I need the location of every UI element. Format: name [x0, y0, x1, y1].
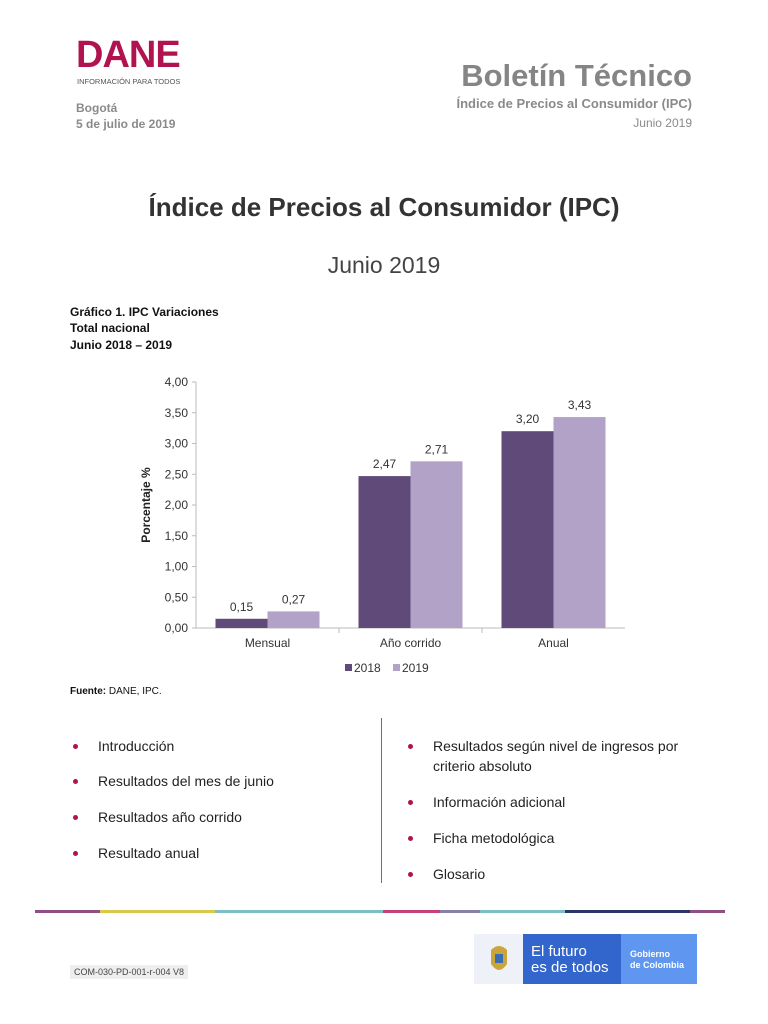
date: 5 de julio de 2019	[76, 117, 176, 131]
chart-caption-3: Junio 2018 – 2019	[70, 338, 173, 352]
bar-2019	[410, 461, 463, 628]
bar-2018	[215, 618, 268, 628]
document-code: COM-030-PD-001-r-004 V8	[70, 965, 189, 979]
gov-name-2: de Colombia	[630, 960, 685, 970]
toc-item[interactable]: Resultados del mes de junio	[73, 773, 274, 789]
data-label: 2,47	[373, 457, 397, 471]
bar-chart: 0,00 0,50 1,00 1,50 2,00 2,50 3,00 3,50 4,00 Mens…	[139, 375, 625, 675]
legend-swatch-2019	[393, 664, 400, 671]
y-tick-label: 3,50	[165, 406, 189, 420]
data-label: 3,43	[568, 398, 592, 412]
data-label: 0,15	[230, 600, 254, 614]
x-tick-label: Mensual	[245, 636, 290, 650]
logo-tagline: INFORMACIÓN PARA TODOS	[77, 77, 181, 86]
y-tick-label: 4,00	[165, 375, 189, 389]
toc-item[interactable]: Resultados año corrido	[73, 809, 242, 825]
gov-slogan-2: es de todos	[531, 959, 609, 976]
y-tick-label: 2,50	[165, 467, 189, 481]
toc-item[interactable]: Resultados según nivel de ingresos por c…	[408, 736, 723, 776]
data-label: 2,71	[425, 442, 449, 456]
y-tick-label: 0,00	[165, 621, 189, 635]
coat-of-arms-icon	[474, 934, 523, 984]
y-tick-label: 3,00	[165, 437, 189, 451]
gov-name-1: Gobierno	[630, 949, 670, 959]
source-note: Fuente: DANE, IPC.	[70, 686, 162, 697]
gobierno-logo: El futuro es de todos Gobierno de Colombia	[474, 934, 697, 984]
bulletin-period: Junio 2019	[633, 116, 692, 130]
city: Bogotá	[76, 101, 118, 115]
data-label: 3,20	[516, 412, 540, 426]
x-tick-label: Anual	[538, 636, 569, 650]
toc-item[interactable]: Resultado anual	[72, 845, 200, 861]
page-subtitle: Junio 2019	[327, 252, 441, 278]
data-label: 0,27	[282, 592, 306, 606]
y-tick-label: 2,00	[165, 498, 189, 512]
chart-caption-1: Gráfico 1. IPC Variaciones	[70, 305, 219, 319]
source-label: Fuente:	[70, 686, 107, 697]
x-tick-label: Año corrido	[380, 636, 442, 650]
y-tick-label: 0,50	[165, 590, 189, 604]
legend-label: 2018	[354, 661, 381, 675]
bar-2018	[501, 431, 554, 628]
footer-color-bar	[35, 910, 725, 913]
toc-item[interactable]: Introducción	[72, 738, 175, 754]
legend-label: 2019	[402, 661, 429, 675]
toc-item[interactable]: Ficha metodológica	[407, 830, 555, 846]
y-tick-label: 1,00	[165, 560, 189, 574]
bulletin-subtitle: Índice de Precios al Consumidor (IPC)	[456, 96, 693, 111]
source-text: DANE, IPC.	[106, 686, 162, 697]
bar-2019	[267, 611, 320, 628]
gov-slogan-1: El futuro	[531, 943, 587, 960]
toc-item[interactable]: Glosario	[407, 866, 486, 882]
chart-caption-2: Total nacional	[70, 321, 150, 335]
column-divider	[381, 718, 382, 883]
toc-item[interactable]: Información adicional	[407, 794, 566, 810]
page-title: Índice de Precios al Consumidor (IPC)	[148, 192, 620, 222]
y-tick-label: 1,50	[165, 529, 189, 543]
bar-2018	[358, 476, 411, 628]
bulletin-title: Boletín Técnico	[461, 58, 692, 93]
dane-logo: DANE	[76, 34, 181, 76]
y-axis-label: Porcentaje %	[139, 467, 153, 543]
legend-swatch-2018	[345, 664, 352, 671]
bar-2019	[553, 417, 606, 628]
